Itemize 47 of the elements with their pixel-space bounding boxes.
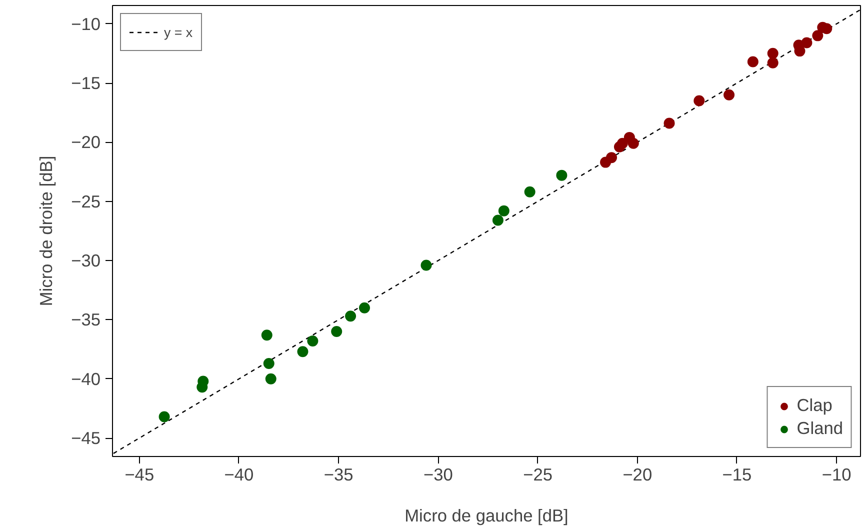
point xyxy=(331,326,342,338)
legend-label: Gland xyxy=(796,418,843,439)
point xyxy=(420,260,432,271)
x-tick-label: −25 xyxy=(523,464,553,484)
x-tick-label: −35 xyxy=(324,464,354,484)
x-tick-label: −45 xyxy=(124,464,154,484)
legend-label: Clap xyxy=(796,395,832,416)
point xyxy=(524,186,536,198)
point xyxy=(265,373,276,384)
point xyxy=(616,138,628,149)
point xyxy=(767,48,778,59)
legend-label: y = x xyxy=(164,24,193,40)
point xyxy=(812,30,824,42)
point xyxy=(263,358,274,369)
point xyxy=(261,330,272,341)
point xyxy=(307,336,318,346)
point xyxy=(158,411,170,422)
y-tick-label: −45 xyxy=(71,428,101,448)
y-tick-label: −40 xyxy=(71,368,101,389)
y-tick-label: −25 xyxy=(71,191,101,212)
x-axis-title: Micro de gauche [dB] xyxy=(404,506,568,526)
point xyxy=(358,302,370,314)
point xyxy=(628,138,639,149)
y-tick-label: −35 xyxy=(71,310,101,330)
point xyxy=(345,310,356,322)
point xyxy=(297,346,308,358)
y-tick-label: −15 xyxy=(71,73,101,94)
point xyxy=(747,56,758,68)
point xyxy=(724,89,735,100)
point xyxy=(801,37,812,48)
point xyxy=(498,205,510,216)
point xyxy=(664,118,675,129)
x-tick-label: −10 xyxy=(822,464,852,484)
x-tick-label: −30 xyxy=(423,464,453,484)
point xyxy=(606,152,617,164)
point xyxy=(556,170,568,181)
y-tick-label: −30 xyxy=(71,250,101,271)
point xyxy=(492,214,504,226)
x-tick-label: −15 xyxy=(722,464,752,484)
point xyxy=(694,95,705,106)
y-axis-title: Micro de droite [dB] xyxy=(36,156,56,306)
point xyxy=(767,57,778,68)
x-tick-label: −40 xyxy=(224,464,254,484)
x-tick-label: −20 xyxy=(622,464,652,484)
y-tick-label: −20 xyxy=(71,132,101,152)
point xyxy=(794,46,806,57)
y-tick-label: −10 xyxy=(71,14,101,34)
